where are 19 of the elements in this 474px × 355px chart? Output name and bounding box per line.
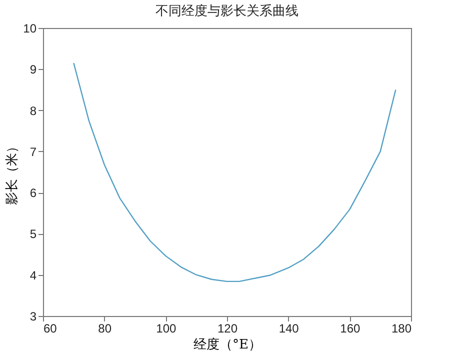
line-series	[73, 62, 396, 282]
y-tick-label: 8	[30, 104, 37, 118]
x-tick-label: 120	[217, 322, 238, 336]
x-tick-label: 180	[391, 322, 412, 336]
y-tick-label: 7	[30, 144, 37, 159]
y-tick-label: 4	[30, 268, 37, 282]
y-tick-label: 5	[30, 227, 37, 242]
x-tick-label: 100	[156, 322, 176, 336]
y-tick-label: 6	[30, 186, 37, 200]
x-tick-label: 160	[340, 322, 360, 336]
y-axis-title: 影长（米）	[5, 140, 20, 205]
x-axis-title: 经度（°E）	[194, 336, 262, 352]
x-tick-label: 80	[98, 322, 112, 336]
y-tick-label: 9	[30, 62, 37, 77]
y-tick-label: 3	[30, 310, 37, 324]
chart-title: 不同经度与影长关系曲线	[156, 3, 298, 19]
y-tick-label: 10	[23, 22, 37, 36]
x-tick-label: 140	[278, 322, 300, 336]
x-tick-label: 60	[44, 322, 58, 336]
